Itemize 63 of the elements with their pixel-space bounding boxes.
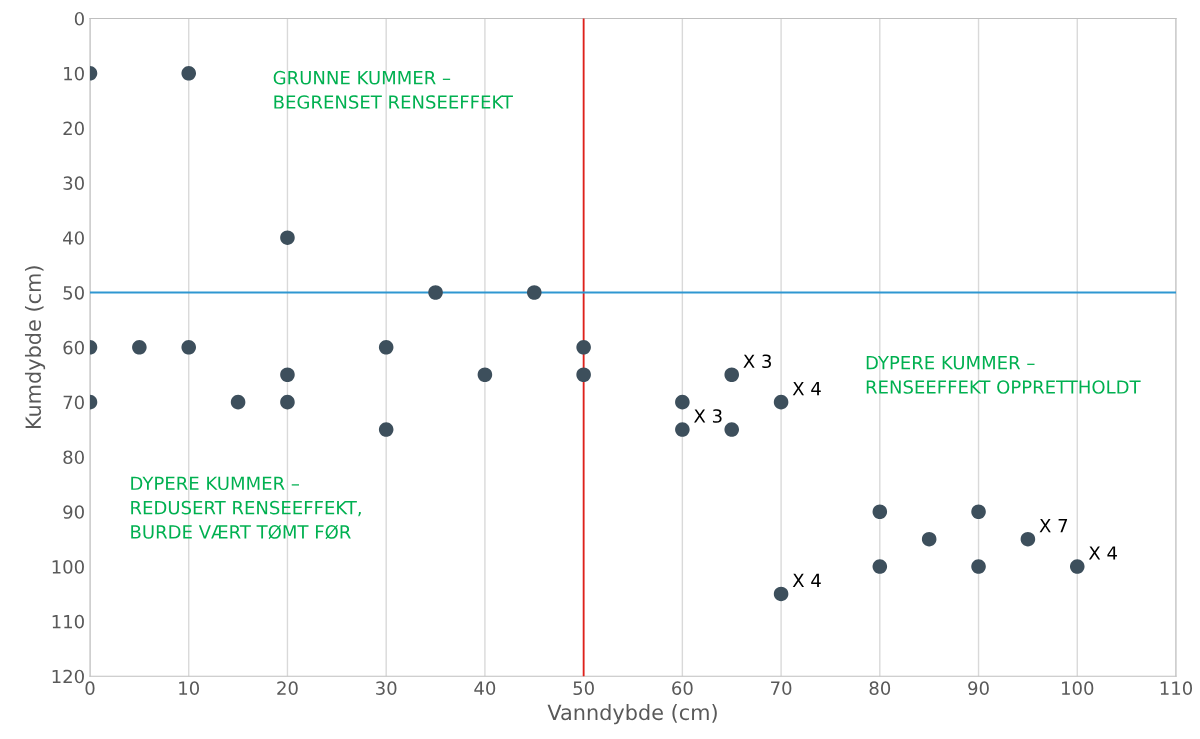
point [1069,559,1085,574]
point [724,422,740,437]
x-tick-label: 30 [376,681,397,696]
x-tick-label: 50 [573,681,594,696]
y-tick-label: 40 [63,231,84,245]
annotation: X 3 [694,409,722,423]
x-tick-label: 90 [968,681,989,696]
annotation: DYPERE KUMMER – RENSEEFFEKT OPPRETTHOLDT [866,356,1141,394]
annotation: X 7 [1039,519,1068,533]
x-tick-label: 110 [1160,681,1193,696]
x-tick-label: 100 [1062,681,1094,696]
x-axis-title: Vanndybde (cm) [547,704,717,725]
point [971,559,986,574]
x-tick-label: 40 [474,681,496,696]
annotation: DYPERE KUMMER – REDUSERT RENSEEFFEKT, BURDE VÆRT TØMT FØR [131,476,361,540]
y-tick-label: 120 [52,669,84,684]
point [1020,531,1036,547]
x-tick-label: 20 [277,681,298,696]
y-tick-label: 60 [63,340,84,355]
y-axis-title: Kumdybde (cm) [24,266,46,429]
x-tick-label: 70 [771,681,792,696]
point [378,422,394,437]
point [280,367,295,383]
y-tick-label: 110 [52,614,84,629]
annotation: X 4 [1088,546,1117,560]
annotation: X 4 [792,573,821,588]
point [773,586,789,602]
point [181,66,197,81]
annotation: X 4 [792,382,821,396]
x-tick-label: 60 [672,681,693,696]
y-tick-label: 20 [63,121,84,136]
point [675,422,690,437]
y-tick-label: 50 [63,285,84,300]
point [230,394,246,410]
point [576,340,591,355]
point [971,504,986,520]
point [378,340,394,355]
x-tick-label: 80 [869,681,891,696]
point [872,504,888,520]
point [773,394,789,410]
point [280,230,295,245]
point [181,340,197,355]
x-tick-label: 0 [85,681,95,696]
point [132,340,147,355]
y-tick-label: 80 [63,450,84,465]
y-tick-label: 90 [63,505,84,519]
y-tick-label: 0 [74,11,84,26]
point [675,394,690,410]
point [921,531,937,547]
y-tick-label: 100 [52,560,84,574]
annotation: X 3 [743,354,771,369]
point [428,285,443,300]
point [724,367,740,383]
annotation: GRUNNE KUMMER – BEGRENSET RENSEEFFEKT [273,70,513,109]
point [576,367,591,383]
point [872,559,888,574]
y-tick-label: 30 [63,176,84,191]
point [280,394,295,410]
x-tick-label: 10 [179,681,200,696]
point [477,367,493,383]
point [526,285,542,300]
y-tick-label: 10 [64,66,84,81]
y-tick-label: 70 [63,395,84,410]
